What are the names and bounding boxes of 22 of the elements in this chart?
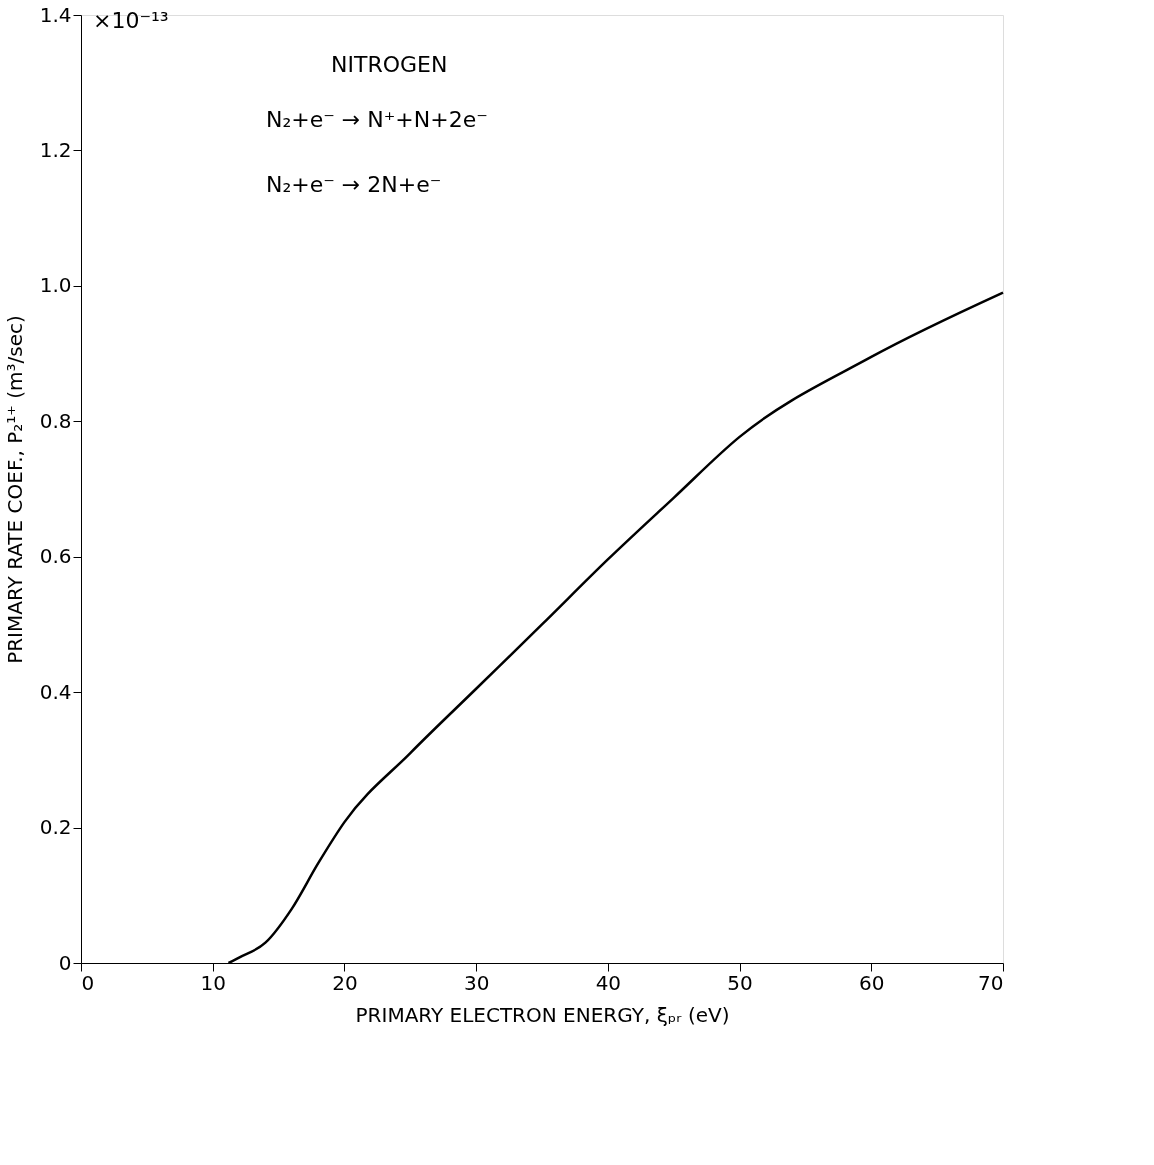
x-tick-label: 30 — [463, 970, 490, 995]
x-axis-title: PRIMARY ELECTRON ENERGY, ξₚᵣ (eV) — [355, 1002, 730, 1027]
y-tick-label: 0.2 — [39, 815, 72, 840]
y-tick-label: 0 — [58, 950, 72, 975]
annotation: N₂+e⁻ → 2N+e⁻ — [266, 172, 442, 197]
x-tick-label: 60 — [859, 970, 885, 995]
y-tick-label: 1.0 — [39, 273, 72, 298]
y-tick-label: 0.6 — [39, 544, 72, 569]
x-tick-label: 0 — [81, 970, 95, 995]
x-tick-label: 10 — [200, 970, 226, 995]
x-tick-label: 40 — [595, 970, 622, 995]
y-tick-label: 1.4 — [39, 2, 72, 27]
annotation: ×10⁻¹³ — [93, 8, 169, 33]
y-tick-label: 0.8 — [39, 408, 72, 433]
y-tick-label: 1.2 — [39, 137, 72, 162]
x-tick-label: 20 — [332, 970, 358, 995]
y-axis-title: PRIMARY RATE COEF., P₂¹⁺ (m³/sec) — [2, 315, 27, 664]
annotation: N₂+e⁻ → N⁺+N+2e⁻ — [266, 107, 488, 132]
x-tick-label: 70 — [978, 970, 1004, 995]
annotation: NITROGEN — [331, 52, 448, 77]
y-tick-label: 0.4 — [39, 679, 72, 704]
x-tick-label: 50 — [727, 970, 753, 995]
